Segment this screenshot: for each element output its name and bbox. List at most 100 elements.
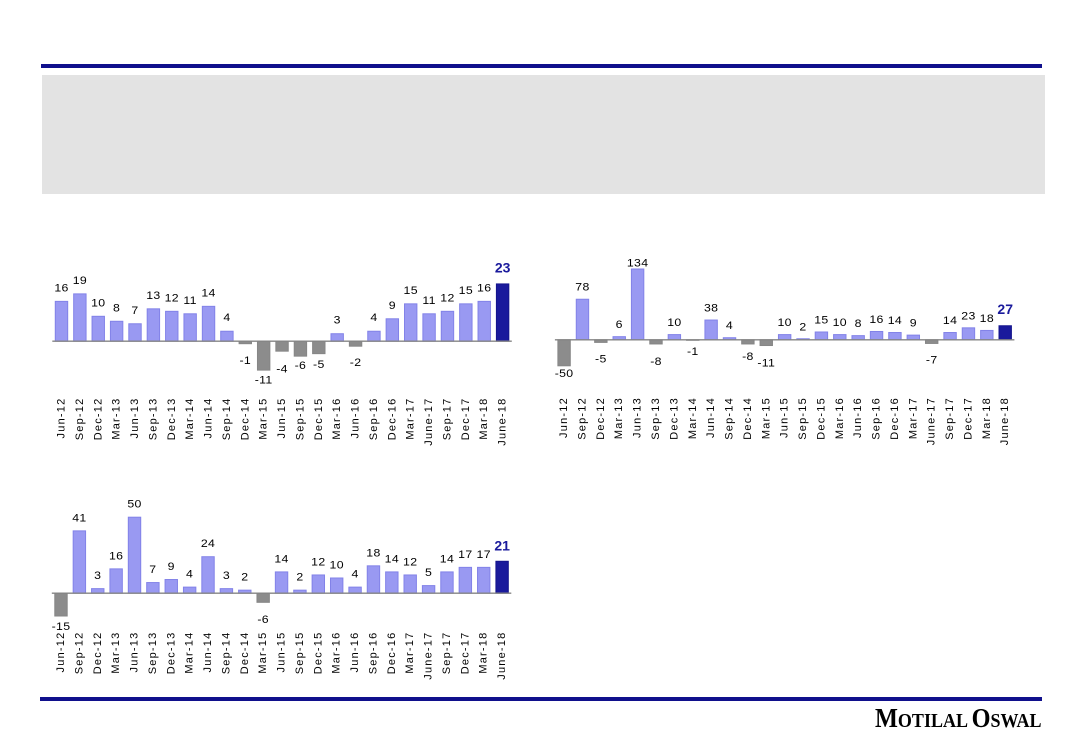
svg-text:Sep-15: Sep-15 — [797, 397, 809, 440]
svg-text:3: 3 — [223, 570, 230, 582]
svg-text:11: 11 — [183, 294, 196, 306]
svg-text:-15: -15 — [52, 621, 71, 633]
svg-text:Sep-14: Sep-14 — [221, 398, 233, 441]
svg-text:12: 12 — [165, 292, 179, 304]
svg-text:15: 15 — [404, 284, 418, 296]
svg-text:Sep-17: Sep-17 — [944, 397, 956, 440]
svg-text:14: 14 — [201, 287, 216, 299]
svg-text:50: 50 — [127, 498, 142, 510]
svg-text:10: 10 — [91, 297, 106, 309]
svg-text:16: 16 — [477, 282, 491, 294]
svg-text:Sep-14: Sep-14 — [220, 632, 232, 675]
svg-text:-2: -2 — [350, 357, 362, 369]
svg-text:Mar-14: Mar-14 — [687, 397, 699, 439]
svg-text:Mar-13: Mar-13 — [110, 632, 122, 674]
svg-text:-8: -8 — [650, 355, 662, 367]
svg-text:Mar-18: Mar-18 — [478, 398, 490, 440]
svg-text:Sep-12: Sep-12 — [73, 632, 85, 675]
svg-text:9: 9 — [389, 299, 396, 311]
svg-text:Dec-16: Dec-16 — [386, 632, 398, 675]
svg-text:Dec-16: Dec-16 — [889, 397, 901, 440]
svg-text:23: 23 — [495, 260, 511, 276]
svg-text:14: 14 — [385, 553, 400, 565]
svg-text:Jun-15: Jun-15 — [276, 398, 288, 439]
svg-text:Mar-17: Mar-17 — [907, 397, 919, 439]
svg-text:Dec-13: Dec-13 — [668, 397, 680, 440]
svg-text:-11: -11 — [255, 374, 273, 386]
svg-text:7: 7 — [131, 304, 138, 316]
svg-text:Mar-14: Mar-14 — [184, 632, 196, 674]
svg-text:10: 10 — [330, 559, 345, 571]
svg-text:Jun-14: Jun-14 — [705, 397, 717, 438]
svg-text:19: 19 — [73, 274, 87, 286]
svg-text:Dec-12: Dec-12 — [92, 398, 104, 441]
svg-text:Sep-15: Sep-15 — [294, 632, 306, 675]
svg-text:-11: -11 — [757, 357, 775, 369]
svg-text:41: 41 — [72, 512, 86, 524]
svg-text:-5: -5 — [313, 359, 325, 371]
svg-text:17: 17 — [458, 548, 472, 560]
svg-text:Sep-17: Sep-17 — [441, 632, 453, 675]
svg-text:134: 134 — [627, 257, 649, 269]
svg-text:Sep-13: Sep-13 — [147, 632, 159, 675]
svg-text:14: 14 — [440, 553, 455, 565]
svg-text:Jun-12: Jun-12 — [55, 398, 67, 439]
svg-text:17: 17 — [477, 548, 491, 560]
svg-text:Jun-16: Jun-16 — [852, 397, 864, 438]
svg-text:Sep-15: Sep-15 — [294, 398, 306, 441]
svg-text:3: 3 — [94, 570, 101, 582]
svg-text:Mar-13: Mar-13 — [111, 398, 123, 440]
svg-text:9: 9 — [168, 561, 175, 573]
svg-text:Jun-15: Jun-15 — [779, 397, 791, 438]
svg-text:Jun-13: Jun-13 — [129, 398, 141, 439]
svg-text:Mar-17: Mar-17 — [405, 398, 417, 440]
svg-text:Mar-15: Mar-15 — [760, 397, 772, 439]
svg-text:10: 10 — [667, 317, 682, 329]
svg-text:Jun-16: Jun-16 — [349, 632, 361, 673]
svg-text:10: 10 — [833, 317, 848, 329]
svg-text:Dec-12: Dec-12 — [595, 397, 607, 440]
svg-text:Dec-15: Dec-15 — [312, 632, 324, 675]
svg-text:Mar-18: Mar-18 — [981, 397, 993, 439]
svg-text:Sep-14: Sep-14 — [724, 397, 736, 440]
svg-text:Jun-12: Jun-12 — [558, 397, 570, 438]
svg-text:Sep-16: Sep-16 — [367, 632, 379, 675]
svg-text:12: 12 — [440, 292, 454, 304]
svg-text:2: 2 — [241, 571, 248, 583]
svg-text:Dec-14: Dec-14 — [239, 398, 251, 441]
svg-text:Dec-13: Dec-13 — [165, 632, 177, 675]
svg-text:-50: -50 — [555, 368, 574, 380]
svg-text:Dec-16: Dec-16 — [386, 398, 398, 441]
svg-text:4: 4 — [223, 312, 230, 324]
svg-text:16: 16 — [54, 282, 68, 294]
svg-text:Sep-13: Sep-13 — [147, 398, 159, 441]
svg-text:June-17: June-17 — [423, 632, 435, 680]
svg-text:Jun-14: Jun-14 — [203, 398, 215, 439]
svg-text:June-17: June-17 — [423, 398, 435, 446]
svg-text:24: 24 — [201, 538, 216, 550]
svg-text:38: 38 — [704, 302, 718, 314]
svg-text:Mar-18: Mar-18 — [478, 632, 490, 674]
svg-text:Mar-16: Mar-16 — [834, 397, 846, 439]
svg-text:21: 21 — [494, 537, 510, 553]
svg-text:Sep-16: Sep-16 — [871, 397, 883, 440]
svg-text:18: 18 — [366, 547, 380, 559]
svg-text:Sep-16: Sep-16 — [368, 398, 380, 441]
svg-text:-8: -8 — [742, 351, 754, 363]
svg-text:Dec-17: Dec-17 — [460, 398, 472, 441]
svg-text:3: 3 — [334, 314, 341, 326]
svg-text:-7: -7 — [926, 354, 938, 366]
svg-text:Jun-12: Jun-12 — [55, 632, 67, 673]
svg-text:-1: -1 — [687, 346, 699, 358]
svg-text:Mar-13: Mar-13 — [613, 397, 625, 439]
svg-text:Mar-16: Mar-16 — [331, 398, 343, 440]
svg-text:4: 4 — [186, 568, 193, 580]
svg-text:78: 78 — [575, 281, 589, 293]
svg-text:Dec-15: Dec-15 — [313, 398, 325, 441]
svg-text:15: 15 — [459, 284, 473, 296]
svg-text:9: 9 — [910, 317, 917, 329]
svg-text:Dec-12: Dec-12 — [92, 632, 104, 675]
svg-text:23: 23 — [961, 310, 975, 322]
svg-text:Mar-17: Mar-17 — [404, 632, 416, 674]
svg-text:Jun-13: Jun-13 — [129, 632, 141, 673]
